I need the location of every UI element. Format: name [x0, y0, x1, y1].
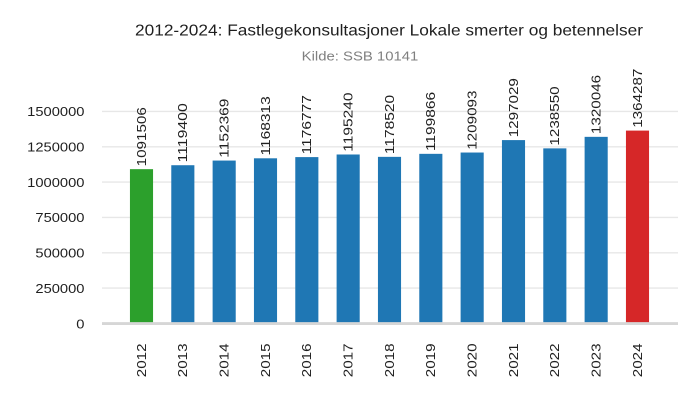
svg-text:2016: 2016 — [299, 343, 314, 377]
svg-text:1152369: 1152369 — [217, 99, 232, 158]
svg-text:2017: 2017 — [341, 343, 356, 377]
svg-text:1195240: 1195240 — [341, 92, 356, 151]
svg-text:750000: 750000 — [35, 210, 84, 225]
svg-text:2022: 2022 — [547, 343, 562, 377]
svg-text:1168313: 1168313 — [258, 96, 273, 155]
svg-text:1119400: 1119400 — [175, 103, 190, 162]
svg-text:Kilde: SSB 10141: Kilde: SSB 10141 — [302, 49, 419, 64]
svg-text:1091506: 1091506 — [134, 107, 149, 166]
svg-text:1178520: 1178520 — [382, 95, 397, 154]
svg-text:2020: 2020 — [465, 343, 480, 377]
svg-text:250000: 250000 — [35, 281, 84, 296]
svg-text:0: 0 — [76, 316, 84, 331]
svg-text:1320046: 1320046 — [589, 75, 604, 134]
svg-text:1238550: 1238550 — [547, 86, 562, 145]
svg-text:1209093: 1209093 — [465, 91, 480, 150]
svg-text:2014: 2014 — [217, 343, 232, 377]
svg-text:500000: 500000 — [35, 246, 84, 261]
svg-text:1199866: 1199866 — [423, 92, 438, 151]
svg-text:2023: 2023 — [589, 343, 604, 377]
svg-text:2018: 2018 — [382, 343, 397, 377]
svg-text:2013: 2013 — [175, 343, 190, 377]
svg-text:2012-2024: Fastlegekonsultasjo: 2012-2024: Fastlegekonsultasjoner Lokale… — [135, 22, 644, 39]
svg-text:1364287: 1364287 — [630, 69, 645, 128]
svg-text:1500000: 1500000 — [27, 104, 84, 119]
svg-text:1297029: 1297029 — [506, 78, 521, 137]
svg-text:1000000: 1000000 — [27, 175, 84, 190]
svg-text:1250000: 1250000 — [27, 140, 84, 155]
svg-text:1176777: 1176777 — [299, 95, 314, 154]
svg-text:2012: 2012 — [134, 343, 149, 377]
svg-text:2021: 2021 — [506, 343, 521, 377]
svg-text:2024: 2024 — [630, 343, 645, 377]
svg-text:2019: 2019 — [423, 343, 438, 377]
svg-text:2015: 2015 — [258, 343, 273, 377]
